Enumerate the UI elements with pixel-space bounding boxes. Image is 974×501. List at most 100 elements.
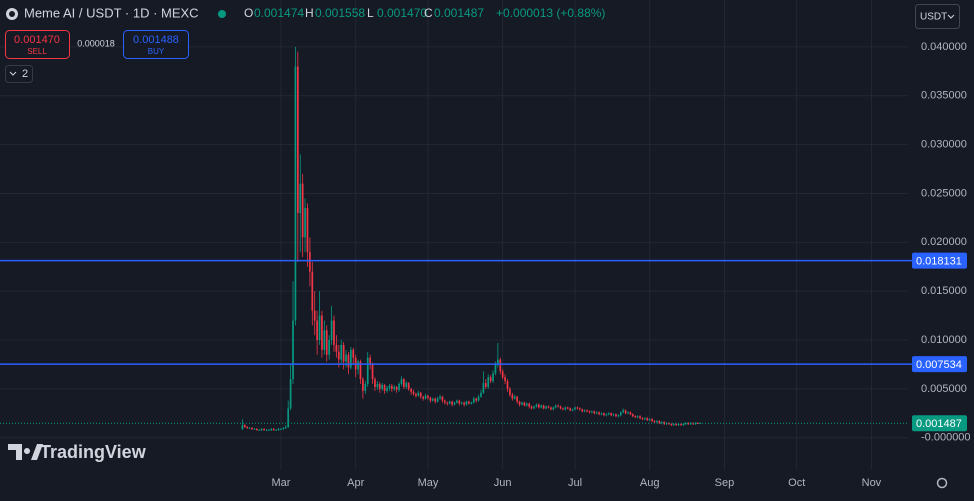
candle-body	[615, 414, 617, 417]
candle-body	[559, 406, 562, 409]
sell-label[interactable]: SELL	[27, 47, 47, 56]
candle-body	[243, 425, 246, 428]
buy-button[interactable]	[123, 30, 189, 59]
candle-body	[578, 408, 581, 410]
candle-body	[644, 418, 646, 420]
chevron	[947, 14, 955, 19]
candle-body	[364, 384, 367, 391]
candle-body	[337, 351, 340, 360]
ohlc-key: C	[424, 6, 433, 20]
candle-body	[639, 416, 641, 419]
currency[interactable]: USDT	[920, 12, 947, 23]
candle-body	[501, 371, 504, 378]
candle-body	[453, 402, 456, 405]
candle-body	[525, 403, 528, 406]
candle-body	[340, 344, 343, 360]
candle-body	[403, 379, 405, 387]
candle-body	[566, 407, 569, 409]
candle-body	[537, 404, 540, 408]
buy-label[interactable]: BUY	[148, 47, 165, 56]
buy-price[interactable]: 0.001488	[133, 34, 179, 46]
candle-body	[246, 427, 249, 428]
candle-body	[301, 183, 304, 238]
candle-body	[436, 398, 439, 402]
candle-body	[605, 414, 608, 416]
candle-body	[248, 427, 251, 429]
candle-body	[653, 421, 656, 423]
candle-body	[680, 424, 682, 426]
symbol[interactable]: Meme AI / USDT · 1D · MEXC	[24, 5, 199, 20]
ohlc-value: 0.001558	[315, 6, 365, 20]
candle-body	[648, 419, 651, 421]
candle-body	[407, 383, 410, 389]
settings-icon[interactable]	[936, 477, 948, 489]
sell-price[interactable]: 0.001470	[14, 34, 60, 46]
candle-body	[287, 408, 290, 428]
candle-body	[419, 392, 422, 397]
candle-body	[371, 364, 374, 380]
candle-body	[672, 424, 675, 426]
candle-body	[634, 416, 637, 418]
x-tick-label: Jul	[568, 477, 582, 489]
candle-body	[636, 416, 639, 418]
candle-body	[468, 401, 470, 404]
candle-body	[554, 405, 557, 408]
indicators-count[interactable]: 2	[22, 68, 28, 80]
candle-body	[497, 359, 499, 365]
x-tick-label: Apr	[347, 477, 364, 489]
candle-body	[256, 428, 258, 430]
y-tick-label: -0.000000	[921, 432, 971, 444]
candle-body	[593, 411, 596, 414]
candle-body	[369, 357, 371, 365]
candle-body	[513, 396, 516, 399]
candle-body	[296, 66, 299, 214]
candle-body	[258, 429, 261, 431]
candle-body	[333, 320, 335, 345]
x-tick-label: Mar	[271, 477, 290, 489]
candle-body	[451, 401, 453, 405]
candle-body	[484, 383, 487, 387]
candle-body	[441, 396, 444, 401]
y-tick-label: 0.035000	[921, 90, 967, 102]
candle-body	[345, 354, 347, 362]
candle-body	[323, 330, 326, 350]
currency-button[interactable]	[915, 4, 960, 29]
candle-body	[378, 384, 381, 389]
candle-body	[574, 407, 576, 410]
ohlc-value: 0.001470	[377, 6, 427, 20]
candle-body	[330, 320, 333, 341]
candle-body	[263, 428, 265, 430]
candle-body	[270, 428, 273, 430]
candle-body	[547, 406, 550, 408]
candle-body	[424, 395, 427, 399]
candle-body	[697, 423, 699, 424]
candle-body	[562, 408, 564, 410]
candle-body	[475, 398, 478, 401]
candle-body	[366, 357, 369, 385]
candle-body	[675, 424, 678, 426]
sell-button[interactable]	[5, 30, 70, 59]
candle-body	[282, 427, 285, 429]
candle-body	[309, 252, 311, 272]
symbol-icon-hole	[9, 11, 15, 17]
candle-body	[509, 388, 511, 395]
last-price-box	[912, 415, 967, 432]
candle-body	[668, 423, 670, 425]
candle-body	[506, 381, 509, 389]
candle-body	[598, 412, 600, 415]
status-dot	[218, 10, 226, 18]
candle-body	[359, 361, 362, 380]
candle-body	[313, 310, 316, 321]
indicators-toggle[interactable]	[5, 65, 33, 83]
candle-body	[660, 422, 663, 424]
candle-body	[284, 427, 287, 428]
y-tick-label: 0.005000	[921, 383, 967, 395]
x-tick-label: Sep	[715, 477, 735, 489]
last-price-label: 0.001487	[916, 418, 962, 430]
candle-body	[265, 429, 268, 431]
candle-body	[687, 423, 690, 425]
price-label: 0.018131	[916, 255, 962, 267]
candle-body	[535, 404, 538, 407]
candle-body	[383, 384, 386, 391]
